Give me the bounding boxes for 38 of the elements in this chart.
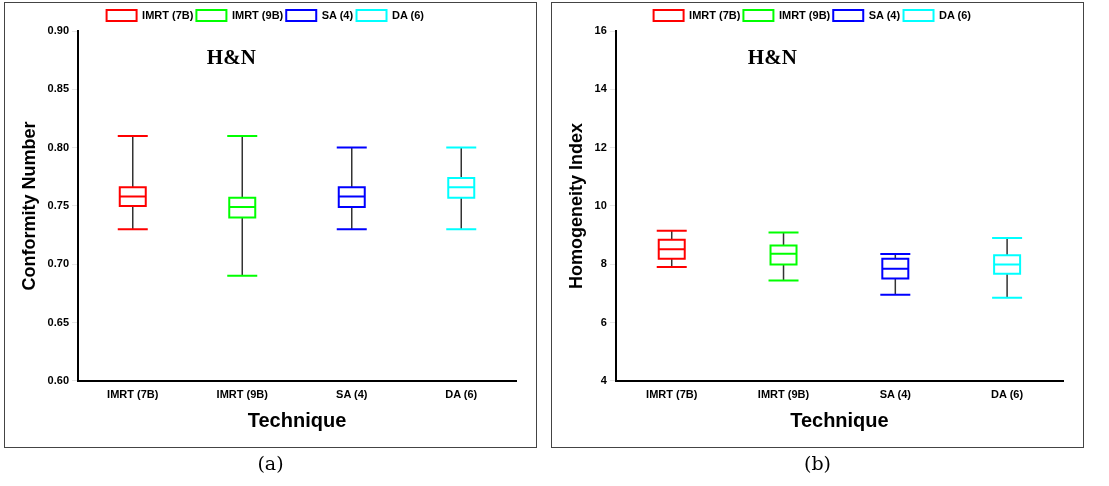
y-tick-label: 10	[594, 198, 607, 211]
legend-label: DA (6)	[392, 8, 425, 21]
text: H&N	[206, 45, 256, 70]
x-tick-label: IMRT (7B)	[646, 388, 698, 401]
y-tick-label: 0.90	[47, 24, 70, 37]
x-tick-label: SA (4)	[336, 388, 368, 401]
text: H&N	[747, 45, 797, 70]
x-tick-label: DA (6)	[445, 388, 478, 401]
y-tick-label: 4	[600, 373, 608, 386]
y-axis-title: Conformity Number	[18, 121, 39, 291]
x-tick-label: SA (4)	[879, 388, 912, 401]
y-tick-label: 0.60	[47, 373, 70, 386]
x-tick-label: IMRT (9B)	[216, 388, 269, 401]
y-tick-label: 0.65	[47, 315, 70, 328]
legend-label: IMRT (7B)	[142, 8, 194, 21]
y-tick-label: 8	[600, 257, 607, 270]
legend-label: IMRT (9B)	[778, 8, 831, 21]
x-tick-label: IMRT (7B)	[107, 388, 159, 401]
y-tick-label: 0.80	[47, 140, 70, 153]
y-tick-label: 12	[594, 140, 607, 153]
text: (b)	[803, 452, 832, 474]
x-tick-label: DA (6)	[991, 388, 1024, 401]
y-tick-label: 0.85	[47, 82, 70, 95]
y-tick-label: 0.75	[47, 198, 70, 211]
y-tick-label: 6	[600, 315, 607, 328]
legend-label: IMRT (9B)	[231, 8, 284, 21]
y-tick-label: 16	[594, 24, 607, 37]
y-tick-label: 14	[594, 82, 608, 95]
x-axis-title: Technique	[790, 408, 889, 431]
legend-label: DA (6)	[939, 8, 972, 21]
x-tick-label: IMRT (9B)	[757, 388, 810, 401]
y-tick-label: 0.70	[47, 257, 70, 270]
legend-label: SA (4)	[868, 8, 901, 21]
text: (a)	[256, 452, 285, 474]
legend-label: SA (4)	[321, 8, 354, 21]
y-axis-title: Homogeneity Index	[565, 122, 586, 289]
legend-label: IMRT (7B)	[689, 8, 741, 21]
x-axis-title: Technique	[247, 408, 347, 431]
